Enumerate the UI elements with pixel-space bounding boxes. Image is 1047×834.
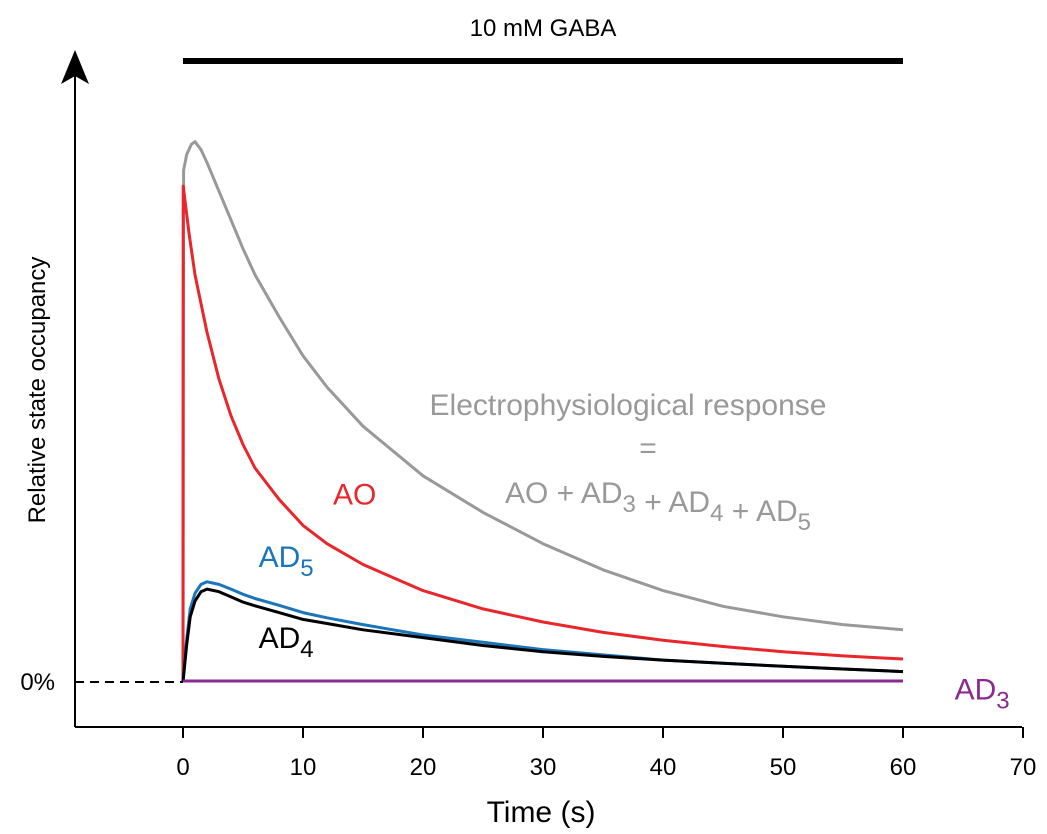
- x-tick-label: 50: [770, 754, 797, 781]
- series-labels: AO AD5 AD4 AD3: [259, 479, 1010, 715]
- y-axis-arrowhead: [61, 50, 89, 84]
- x-tick-label: 60: [890, 754, 917, 781]
- y-axis-label: Relative state occupancy: [24, 257, 51, 524]
- series-line-electrophysiological-response: [181, 140, 904, 683]
- stimulus-label: 10 mM GABA: [470, 15, 617, 42]
- series-line-ao: [181, 184, 904, 683]
- x-tick-label: 0: [176, 754, 189, 781]
- series-label-ad4: AD4: [259, 622, 314, 663]
- annotation-equals: =: [639, 432, 657, 465]
- x-tick-label: 40: [650, 754, 677, 781]
- annotation-equation: AO + AD3 + AD4 + AD5: [505, 477, 811, 536]
- x-tick-label: 70: [1010, 754, 1037, 781]
- series-layer: [181, 140, 904, 683]
- x-tick-label: 30: [530, 754, 557, 781]
- x-axis-label: Time (s): [487, 796, 596, 829]
- subscript: 3: [996, 688, 1009, 715]
- series-label-ad5: AD5: [259, 541, 314, 582]
- y-tick-label-zero: 0%: [20, 669, 55, 696]
- series-label-ao: AO: [333, 479, 376, 512]
- subscript: 4: [300, 636, 313, 663]
- x-tick-label: 10: [290, 754, 317, 781]
- x-ticks: 0 10 20 30 40 50 60 70: [176, 727, 1036, 781]
- subscript: 5: [300, 555, 313, 582]
- annotation: Electrophysiological response = AO + AD3…: [430, 389, 827, 536]
- annotation-line1: Electrophysiological response: [430, 389, 827, 422]
- x-tick-label: 20: [410, 754, 437, 781]
- series-label-ad3: AD3: [955, 674, 1010, 715]
- series-line-ad4: [181, 587, 904, 683]
- axes: 10 mM GABA 0 10 20 30 40 50 60 70 0% Time (s) R…: [20, 15, 1036, 829]
